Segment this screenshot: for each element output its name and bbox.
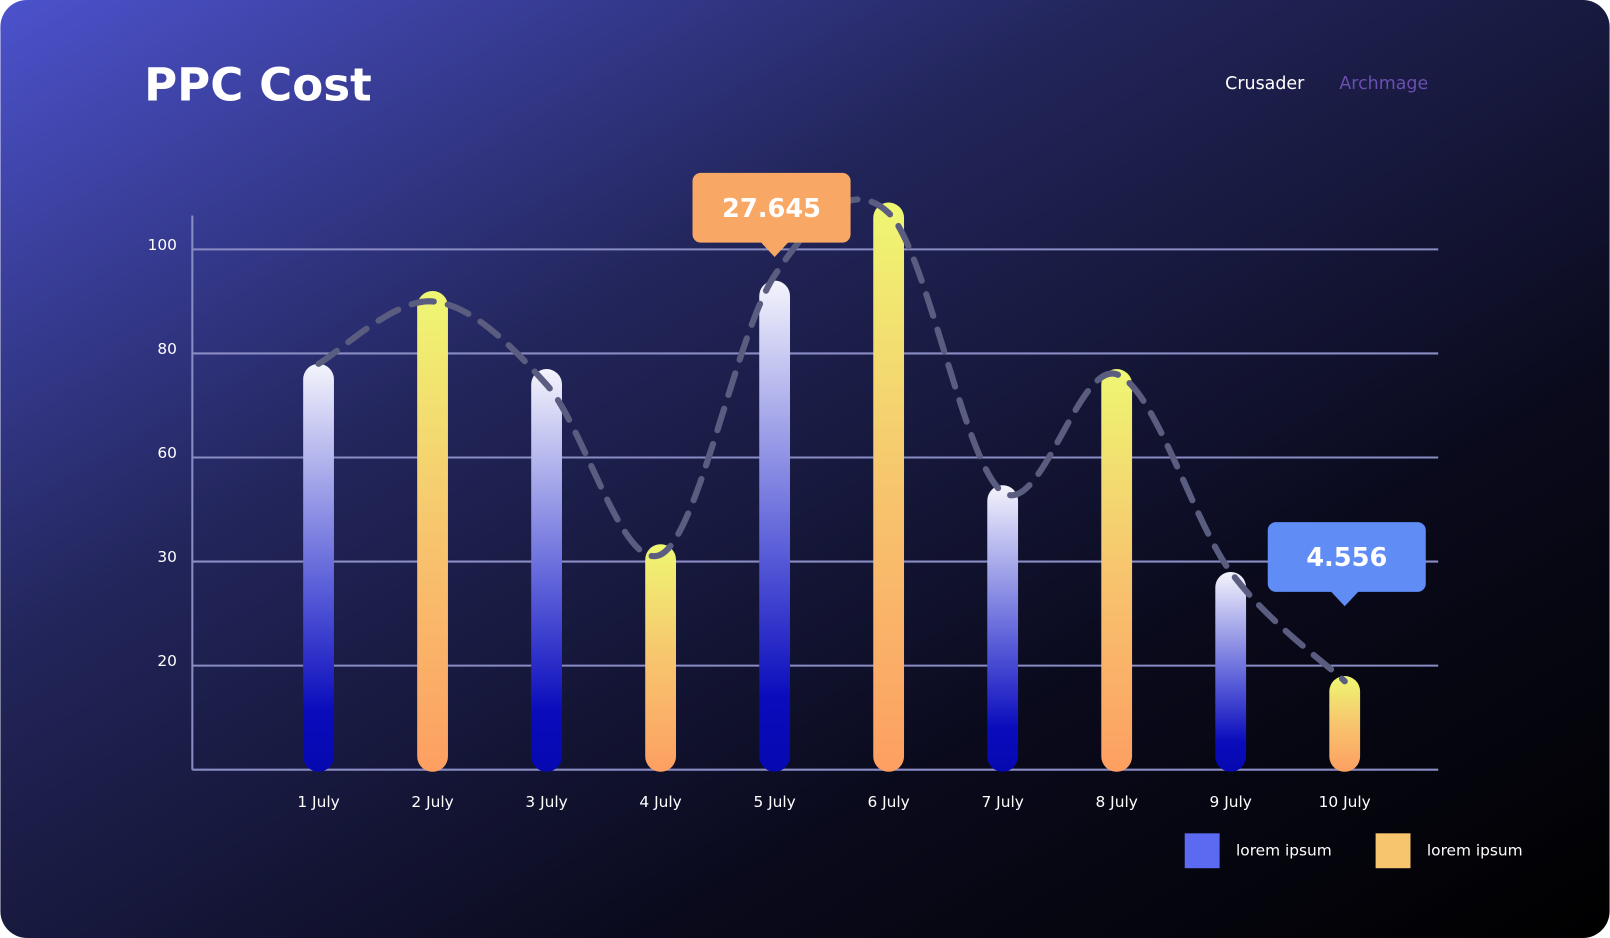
x-tick-label: 10 July <box>1319 793 1371 811</box>
bar <box>873 202 905 772</box>
bar <box>645 544 676 772</box>
y-tick-label: 30 <box>157 548 177 566</box>
bar <box>987 485 1019 772</box>
bar <box>1329 676 1361 772</box>
y-tick-label: 100 <box>148 236 177 254</box>
bar <box>417 291 448 772</box>
bar <box>1101 369 1133 772</box>
tooltip-pointer <box>1330 590 1360 607</box>
x-tick-label: 4 July <box>639 793 681 811</box>
bar <box>1215 571 1247 772</box>
y-tick-label: 80 <box>157 340 177 358</box>
tooltip: 4.556 <box>1267 522 1426 607</box>
tab[interactable]: Archmage <box>1339 74 1428 94</box>
x-tick-label: 7 July <box>981 793 1023 811</box>
x-tick-label: 8 July <box>1096 793 1138 811</box>
tooltip-text: 4.556 <box>1306 543 1387 573</box>
legend-label: lorem ipsum <box>1236 841 1332 859</box>
tooltip-box <box>692 172 851 243</box>
x-tick-label: 9 July <box>1210 793 1252 811</box>
x-tick-label: 3 July <box>525 793 567 811</box>
x-tick-label: 5 July <box>753 793 795 811</box>
tooltip: 27.645 <box>692 172 851 257</box>
y-tick-label: 20 <box>157 652 177 670</box>
bar <box>531 369 562 772</box>
bar <box>303 363 334 772</box>
tooltip-text: 27.645 <box>722 194 821 224</box>
x-tick-label: 1 July <box>297 793 339 811</box>
y-tick-label: 60 <box>157 444 177 462</box>
legend-label: lorem ipsum <box>1427 841 1523 859</box>
x-tick-label: 6 July <box>867 793 909 811</box>
x-tick-label: 2 July <box>411 793 453 811</box>
legend-swatch <box>1375 833 1411 869</box>
bar <box>759 280 791 772</box>
tooltip-pointer <box>760 241 789 257</box>
title: PPC Cost <box>144 58 372 111</box>
legend-swatch <box>1184 833 1220 869</box>
tab[interactable]: Crusader <box>1225 74 1305 94</box>
tooltip-box <box>1267 522 1426 592</box>
